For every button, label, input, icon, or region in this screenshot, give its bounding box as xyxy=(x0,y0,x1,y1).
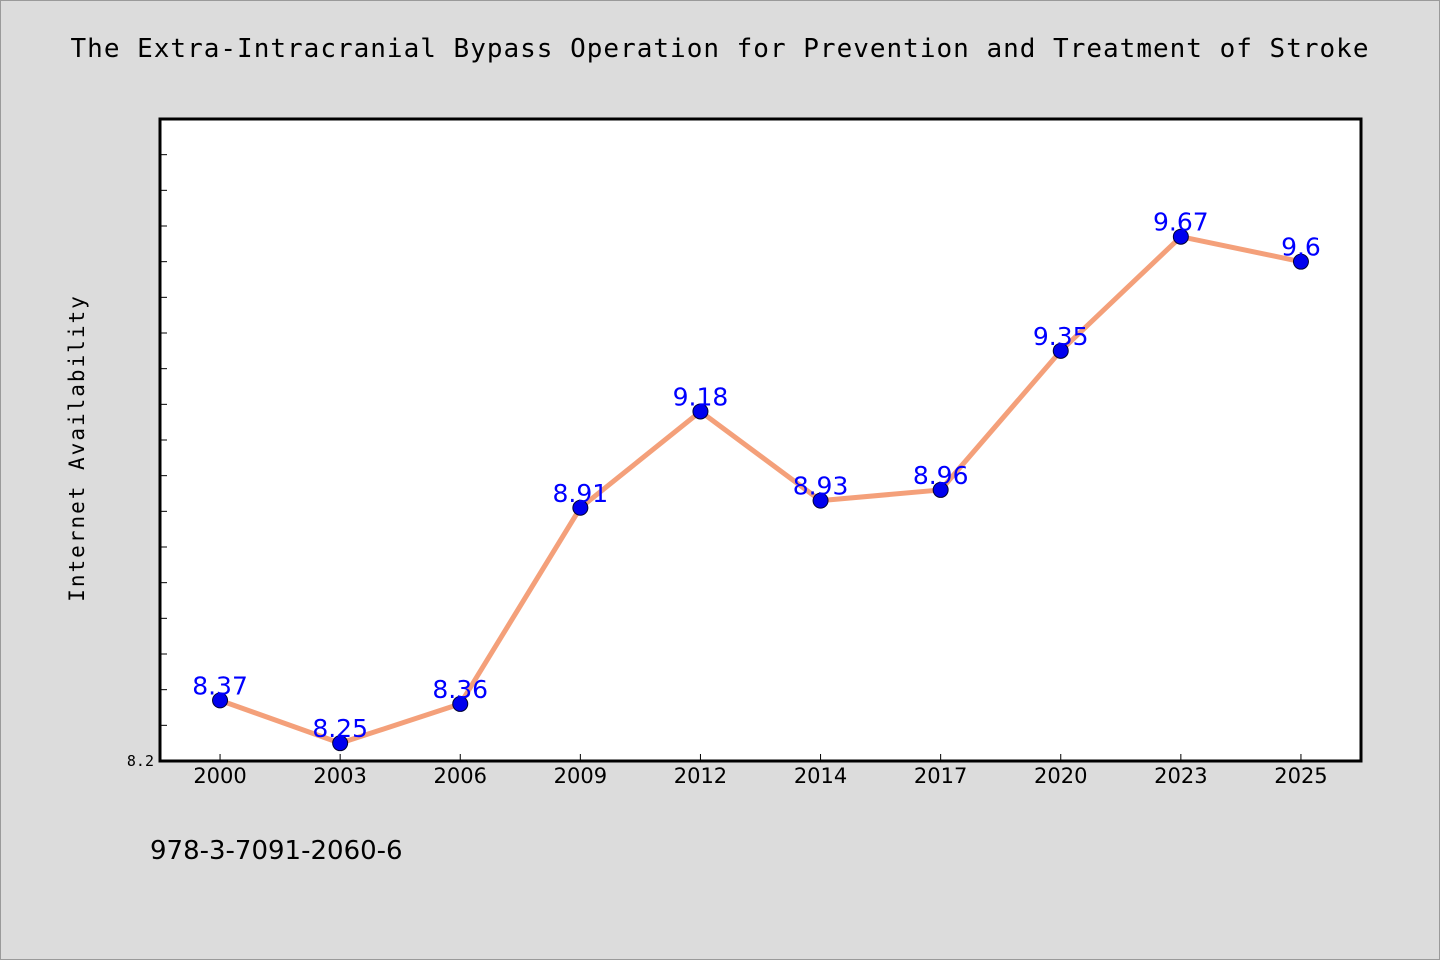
x-tick-label: 2025 xyxy=(1274,764,1327,788)
data-point xyxy=(452,695,469,712)
x-tick-label: 2009 xyxy=(554,764,607,788)
x-tick-label: 2012 xyxy=(674,764,727,788)
data-point xyxy=(332,735,349,752)
series-line xyxy=(219,234,1302,746)
data-point xyxy=(692,403,709,420)
data-label: 8.36 xyxy=(432,675,488,704)
data-point xyxy=(1172,228,1189,245)
data-label: 9.35 xyxy=(1033,322,1089,351)
data-label: 8.93 xyxy=(793,472,849,501)
data-label: 9.67 xyxy=(1153,208,1209,237)
data-label: 8.96 xyxy=(913,461,969,490)
data-point xyxy=(212,692,229,709)
data-label: 8.25 xyxy=(312,714,368,743)
x-tick-label: 2017 xyxy=(914,764,967,788)
data-point xyxy=(1052,342,1069,359)
x-tick-label: 2020 xyxy=(1034,764,1087,788)
data-label: 8.37 xyxy=(192,671,248,700)
data-point xyxy=(812,492,829,509)
x-axis-ticks: 2000 2003 2006 2009 2012 2014 2017 2020 2023 2025 xyxy=(193,754,1328,788)
series-group: 8.37 8.25 8.36 8.91 9.18 8.93 8.96 9.35 9.67 9.6 xyxy=(192,208,1321,752)
data-label: 8.91 xyxy=(553,479,609,508)
plot-area xyxy=(160,119,1361,761)
x-tick-label: 2006 xyxy=(434,764,487,788)
x-tick-label: 2023 xyxy=(1154,764,1207,788)
data-label: 9.18 xyxy=(673,382,729,411)
data-point xyxy=(572,499,589,516)
chart-title: The Extra-Intracranial Bypass Operation … xyxy=(70,34,1370,64)
y-tick-label: 8.2 xyxy=(127,752,154,770)
x-tick-label: 2003 xyxy=(313,764,366,788)
data-point xyxy=(1292,253,1309,270)
plot-border xyxy=(158,117,1363,763)
data-label: 9.6 xyxy=(1281,233,1321,262)
isbn-footnote: 978-3-7091-2060-6 xyxy=(150,836,403,866)
x-tick-label: 2000 xyxy=(193,764,246,788)
data-point xyxy=(932,481,949,498)
x-tick-label: 2014 xyxy=(794,764,847,788)
